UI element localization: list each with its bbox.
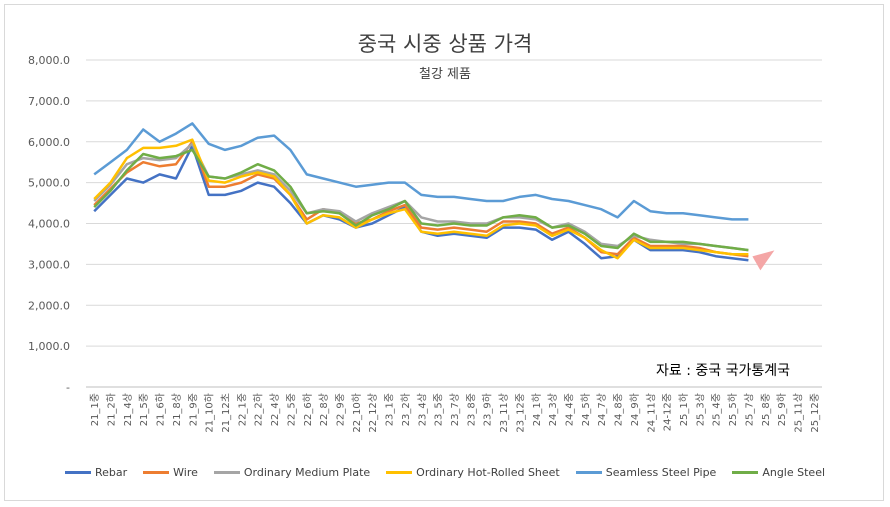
- y-tick-label: 7,000.0: [28, 95, 70, 108]
- legend-swatch: [575, 470, 602, 474]
- source-note: 자료 : 중국 국가통계국: [656, 363, 790, 379]
- legend-label: Ordinary Medium Plate: [243, 465, 371, 479]
- x-tick-label: 24_5하: [579, 393, 592, 426]
- legend-swatch: [386, 470, 413, 474]
- x-tick-label: 21_1중: [89, 393, 101, 426]
- x-tick-label: 25_12중: [809, 393, 821, 433]
- x-tick-label: 21_5중: [138, 393, 150, 426]
- y-tick-label: 1,000.0: [28, 340, 70, 353]
- y-tick-label: 3,000.0: [28, 258, 70, 271]
- x-tick-label: 21_6하: [154, 393, 167, 426]
- x-tick-label: 24_7상: [596, 393, 608, 426]
- x-tick-label: 23_7상: [449, 393, 461, 426]
- legend-swatch: [64, 470, 91, 474]
- x-tick-label: 23_8중: [465, 393, 477, 426]
- series-line-wire: [93, 140, 749, 258]
- y-tick-label: 5,000.0: [28, 177, 70, 190]
- x-tick-label: 23_2하: [399, 393, 412, 426]
- x-tick-label: 21_4상: [122, 393, 134, 426]
- x-tick-label: 21_9중: [187, 393, 199, 426]
- x-tick-label: 25_5하: [726, 393, 739, 426]
- series-line-seamless-steel-pipe: [93, 122, 749, 221]
- chart-title: 중국 시중 상품 가격: [357, 32, 533, 56]
- x-tick-label: 21_8상: [171, 393, 183, 426]
- legend-label: Wire: [173, 465, 198, 479]
- legend-label: Rebar: [94, 465, 128, 479]
- legend-item: Ordinary Hot-Rolled Sheet: [386, 466, 560, 479]
- chart-frame: [4, 4, 884, 501]
- x-tick-label: 23_4상: [416, 393, 428, 426]
- x-tick-label: 22_9중: [335, 393, 347, 426]
- x-tick-label: 22_10하: [350, 393, 363, 433]
- y-tick-label: 2,000.0: [28, 299, 70, 312]
- x-tick-label: 25_7상: [743, 393, 755, 426]
- legend-item: Seamless Steel Pipe: [575, 465, 717, 479]
- legend-label: Ordinary Hot-Rolled Sheet: [416, 465, 560, 479]
- trend-arrow-icon: [752, 250, 775, 271]
- x-tick-label: 25_11상: [792, 393, 804, 433]
- y-tick-label: 6,000.0: [28, 136, 70, 149]
- x-tick-label: 22_4상: [269, 393, 281, 426]
- x-tick-label: 25_9하: [775, 393, 788, 426]
- x-tick-label: 24_3상: [547, 393, 559, 426]
- x-tick-label: 24-12중: [662, 393, 674, 431]
- x-tick-label: 25_1하: [677, 393, 690, 426]
- legend-label: Seamless Steel Pipe: [605, 465, 717, 479]
- x-tick-label: 22_1중: [236, 393, 248, 426]
- x-tick-label: 22_12상: [367, 393, 379, 433]
- x-tick-label: 24_8중: [613, 393, 625, 426]
- x-tick-label: 25_8중: [760, 393, 772, 426]
- x-tick-label: 22_8상: [318, 393, 330, 426]
- y-tick-label: -: [66, 381, 70, 394]
- y-tick-label: 8,000.0: [28, 54, 70, 67]
- x-tick-label: 22_5중: [285, 393, 297, 426]
- legend-item: Angle Steel: [732, 466, 825, 479]
- x-tick-label: 24_11상: [645, 393, 657, 433]
- x-tick-label: 23_11상: [498, 393, 510, 433]
- x-tick-label: 25_3상: [694, 393, 706, 426]
- x-tick-label: 23_12중: [514, 393, 526, 433]
- x-tick-label: 22_6하: [301, 393, 314, 426]
- legend-swatch: [143, 470, 170, 474]
- x-tick-label: 21_10하: [203, 393, 216, 433]
- chart-legend: Rebar Wire Ordinary Medium Plate Ordinary H…: [0, 460, 890, 484]
- y-tick-label: 4,000.0: [28, 218, 70, 231]
- legend-swatch: [213, 470, 240, 474]
- x-tick-label: 23_9하: [481, 393, 494, 426]
- x-tick-label: 23_1중: [384, 393, 396, 426]
- legend-item: Ordinary Medium Plate: [213, 465, 371, 479]
- legend-item: Rebar: [64, 465, 128, 479]
- x-tick-label: 24_1하: [530, 393, 543, 426]
- series-line-angle-steel: [93, 148, 749, 252]
- x-tick-label: 24_9하: [628, 393, 641, 426]
- x-tick-label: 21_2하: [105, 393, 118, 426]
- series-line-ordinary-medium-plate: [93, 142, 749, 252]
- x-tick-label: 21_12초: [220, 393, 232, 433]
- legend-label: Angle Steel: [762, 465, 826, 479]
- legend-swatch: [732, 470, 759, 474]
- x-tick-label: 22_2하: [252, 393, 265, 426]
- x-tick-label: 23_5중: [433, 393, 445, 426]
- legend-item: Wire: [143, 466, 198, 479]
- x-tick-label: 24_4중: [563, 393, 575, 426]
- chart-subtitle: 철강 제품: [419, 67, 471, 82]
- x-tick-label: 25_4중: [711, 393, 723, 426]
